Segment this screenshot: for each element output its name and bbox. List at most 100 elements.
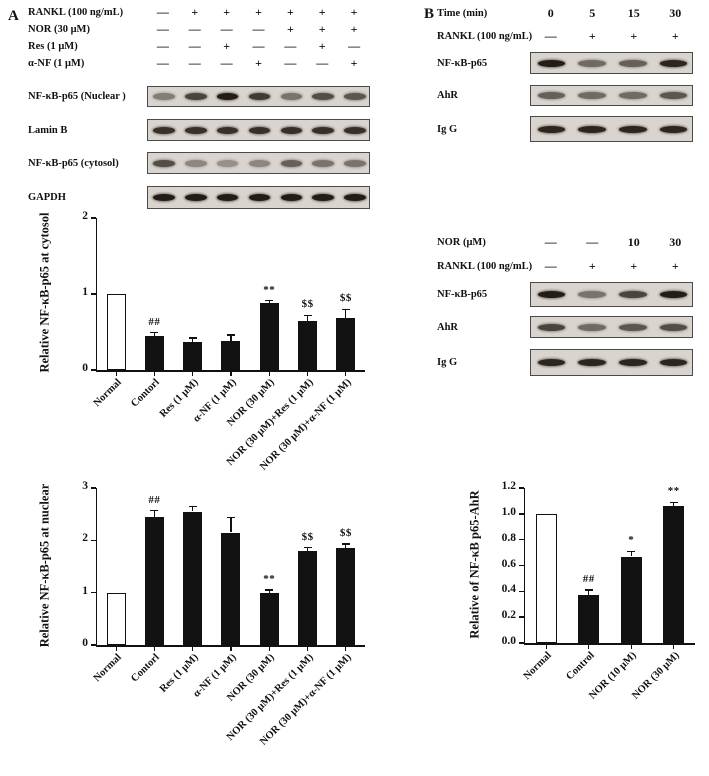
y-tick <box>90 539 96 542</box>
bar <box>183 341 203 370</box>
treatment-symbol: — <box>586 234 599 249</box>
bar <box>106 294 126 370</box>
bar <box>336 548 356 645</box>
blot-band <box>578 92 606 99</box>
treatment-symbol: — <box>156 5 169 19</box>
blot-band <box>659 125 688 133</box>
bar <box>144 335 164 370</box>
treatment-symbol: — <box>156 56 169 70</box>
blot-band <box>216 93 239 100</box>
treatment-symbols: — + + + <box>530 254 696 278</box>
blot-band <box>619 92 647 99</box>
x-axis <box>523 643 695 645</box>
bar <box>298 550 318 645</box>
blot-strip <box>147 186 370 209</box>
y-tick-label: 0.4 <box>501 583 516 596</box>
y-tick <box>90 487 96 489</box>
y-tick <box>518 564 524 567</box>
y-axis-title: Relative NF-κB-p65 at nuclear <box>37 483 52 647</box>
x-tick <box>673 644 675 649</box>
significance-label: ## <box>148 493 161 506</box>
error-bar <box>192 338 194 342</box>
blot-band <box>312 159 335 167</box>
treatment-symbol: + <box>318 5 326 19</box>
treatment-symbol: + <box>350 22 358 36</box>
blot-band <box>280 159 303 167</box>
blot-band <box>153 159 175 167</box>
blot-band <box>344 159 366 167</box>
blot-band <box>578 359 606 366</box>
chart-nuclear: 0 1 2 3 Relative NF-κB-p65 at nuclear Normal #… <box>30 480 390 775</box>
treatment-symbol: + <box>255 56 262 70</box>
treatment-symbol: + <box>588 258 596 273</box>
blot-band <box>216 194 239 201</box>
treatment-label: NOR (μM) <box>437 236 486 248</box>
treatment-symbol: + <box>671 29 679 43</box>
treatment-row: NOR (μM) — — 10 30 <box>437 230 699 254</box>
blot-band <box>537 359 566 366</box>
blot-band <box>185 93 207 100</box>
y-axis-title: Relative NF-κB-p65 at cytosol <box>37 212 52 373</box>
treatment-symbol: + <box>223 39 231 53</box>
y-tick-label: 1.2 <box>501 480 516 492</box>
blot-band <box>659 92 688 99</box>
error-bar-cap <box>341 308 350 310</box>
treatment-symbol: — <box>188 22 201 36</box>
treatment-symbol: + <box>318 22 326 36</box>
blot-band <box>248 126 271 134</box>
treatment-symbol: — <box>284 56 297 70</box>
treatment-symbol: + <box>318 39 326 53</box>
treatment-symbol: — <box>316 56 329 70</box>
x-tick <box>630 644 632 649</box>
treatment-symbol: + <box>191 5 199 19</box>
bar <box>183 511 203 645</box>
error-bar <box>630 551 632 557</box>
treatment-symbols: — + + + <box>530 25 696 48</box>
bar <box>336 318 356 370</box>
y-axis <box>95 488 97 647</box>
blot-strip <box>147 86 370 107</box>
blot-group-a: NF-κB-p65 (Nuclear ) Lamin B NF-κB-p65 (cy… <box>28 86 373 216</box>
error-bar-cap <box>627 550 636 552</box>
treatment-symbol: — <box>188 56 201 70</box>
error-bar <box>306 547 309 551</box>
y-tick <box>518 513 524 515</box>
error-bar <box>306 315 309 321</box>
bar <box>535 513 557 643</box>
treatment-row: Time (min) 0 5 15 30 <box>437 2 699 25</box>
x-tick <box>230 371 232 376</box>
x-tick <box>545 644 547 649</box>
blot-band <box>578 125 606 133</box>
y-tick-label: 0.8 <box>501 531 516 544</box>
bar <box>106 592 126 645</box>
error-bar-cap <box>227 517 235 519</box>
blot-label: Lamin B <box>28 124 68 136</box>
treatment-symbol: — <box>188 39 201 53</box>
error-bar-cap <box>303 314 312 316</box>
y-tick-label: 2 <box>82 210 88 222</box>
bar <box>221 341 241 370</box>
treatment-row: RANKL (100 ng/mL) — + + + <box>437 25 699 48</box>
blot-band <box>185 159 207 167</box>
blot-band <box>619 59 647 67</box>
treatment-label: Time (min) <box>437 8 488 19</box>
blot-band <box>659 359 688 366</box>
treatment-row: RANKL (100 ng/mL) — + + + + + + <box>28 4 373 21</box>
blot-label: GAPDH <box>28 192 66 203</box>
significance-label: ** <box>263 283 276 296</box>
y-tick-label: 0.0 <box>501 635 516 647</box>
y-tick-label: 0.2 <box>501 609 516 622</box>
error-bar <box>345 309 347 319</box>
y-tick <box>518 538 524 541</box>
y-axis <box>95 218 97 372</box>
treatment-symbol: 15 <box>627 6 640 20</box>
blot-label: AhR <box>437 321 459 333</box>
treatment-row: α-NF (1 μM) — — — + — — + <box>28 55 373 72</box>
blot-band <box>185 194 207 201</box>
blot-band <box>248 159 271 167</box>
blot-strip <box>147 119 370 141</box>
blot-band <box>659 323 688 331</box>
blot-band <box>280 93 303 100</box>
error-bar-cap <box>303 547 312 549</box>
